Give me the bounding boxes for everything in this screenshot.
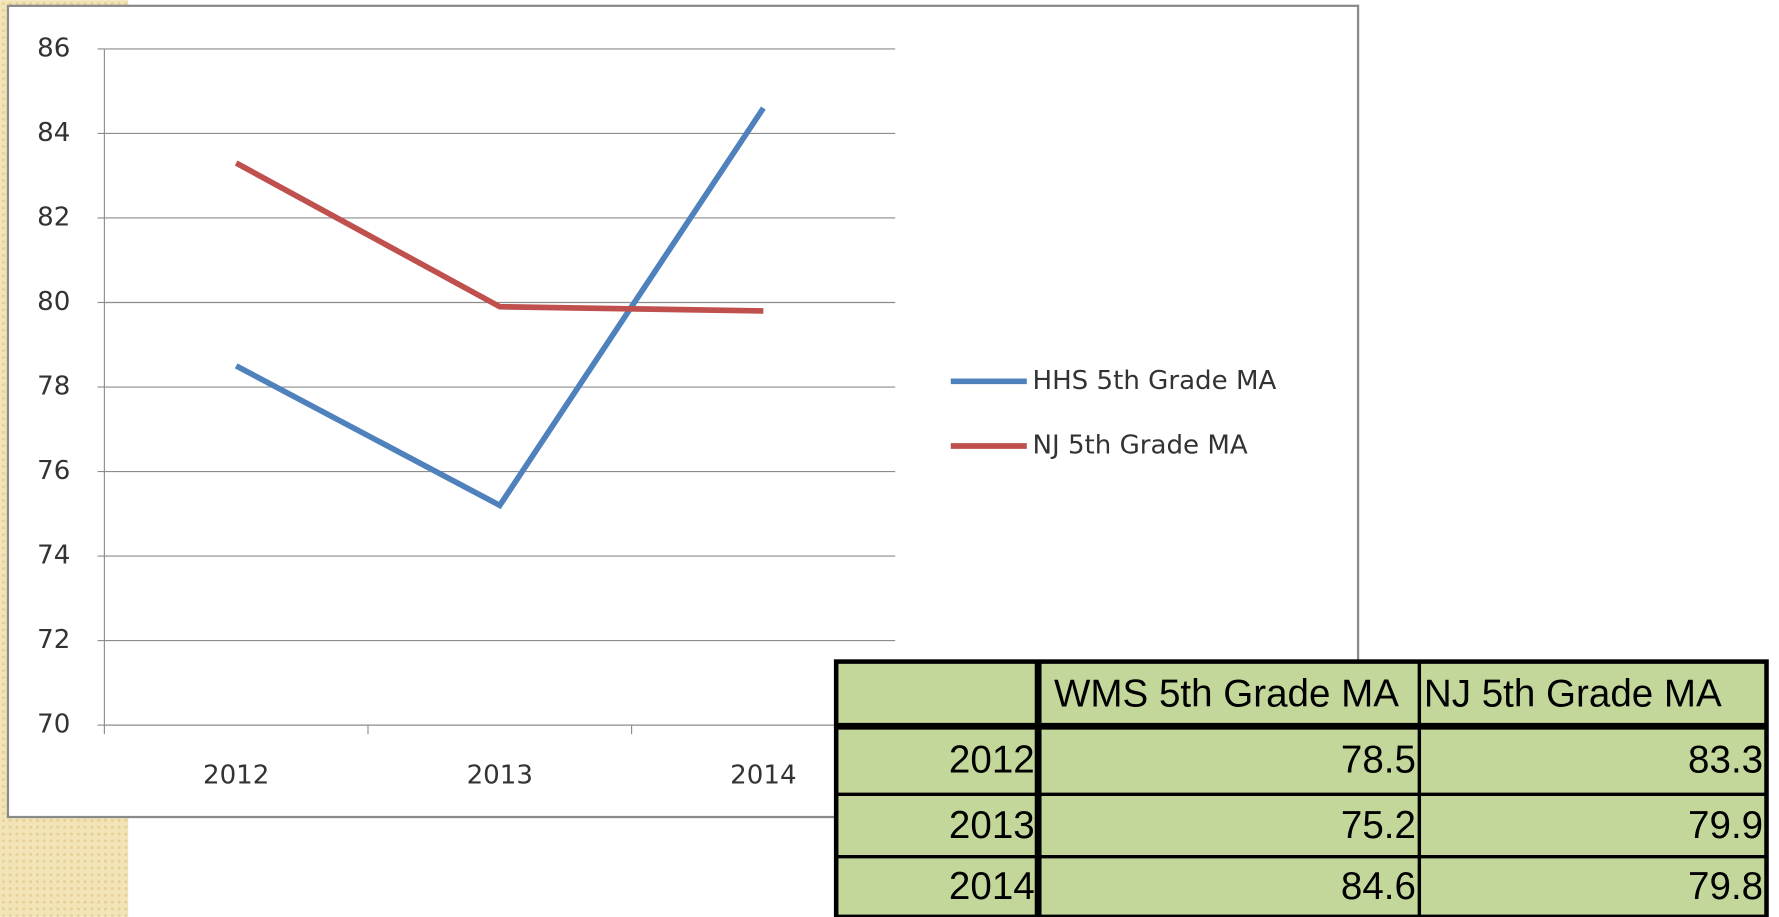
table-cell: 83.3 <box>1688 739 1763 782</box>
y-tick-label: 74 <box>37 541 70 571</box>
plot: 70 72 74 76 78 80 82 84 86 2012 2013 2014 HHS 5th Gr… <box>37 33 1276 790</box>
y-tick-label: 86 <box>37 33 70 63</box>
y-tick-label: 70 <box>37 710 70 740</box>
x-tick-label: 2012 <box>203 761 269 791</box>
table-cell: 75.2 <box>1341 804 1416 847</box>
table-cell: 79.8 <box>1688 865 1763 908</box>
series-line <box>234 160 764 314</box>
y-tick-label: 78 <box>37 372 70 402</box>
y-tick-label: 76 <box>37 456 70 486</box>
x-tick-label: 2013 <box>467 761 533 791</box>
table-cell: 79.9 <box>1688 804 1763 847</box>
table-cell: 84.6 <box>1341 865 1416 908</box>
series-line <box>234 106 766 510</box>
table-cell: 2012 <box>949 739 1035 782</box>
y-tick-label: 72 <box>37 625 70 655</box>
legend-label: HHS 5th Grade MA <box>1032 366 1276 396</box>
table-bg <box>836 661 1767 917</box>
y-tick-label: 80 <box>37 287 70 317</box>
x-tick-label: 2014 <box>730 761 796 791</box>
table-cell: 78.5 <box>1341 739 1416 782</box>
data-table: WMS 5th Grade MA NJ 5th Grade MA 2012 78.5 8… <box>833 659 1769 917</box>
table-header: NJ 5th Grade MA <box>1424 672 1722 715</box>
y-tick-label: 82 <box>37 202 70 232</box>
legend-label: NJ 5th Grade MA <box>1032 431 1247 461</box>
y-tick-label: 84 <box>37 118 70 148</box>
table-cell: 2014 <box>949 865 1035 908</box>
table-cell: 2013 <box>949 804 1035 847</box>
table-header: WMS 5th Grade MA <box>1054 672 1399 715</box>
